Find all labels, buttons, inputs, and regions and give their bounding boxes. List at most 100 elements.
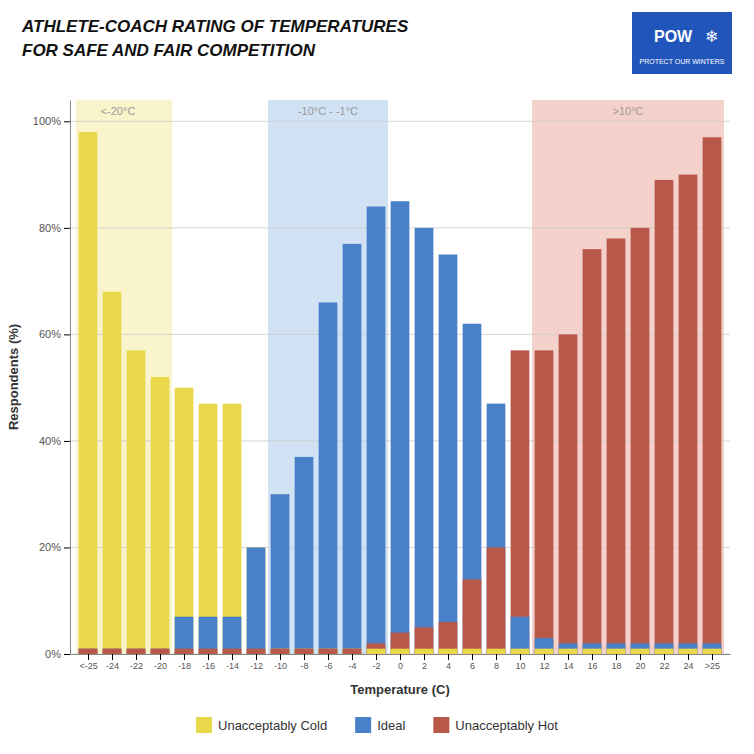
bar: [223, 404, 242, 654]
x-axis: <-25-24-22-20-18-16-14-12-10-8-6-4-20246…: [71, 654, 731, 671]
bar: [103, 649, 122, 654]
zone: [268, 100, 388, 654]
x-tick-label: 12: [539, 661, 549, 671]
bar: [175, 388, 194, 654]
x-tick: -16: [202, 654, 215, 671]
x-tick-label: -2: [372, 661, 380, 671]
bar: [343, 244, 362, 654]
x-tick: -8: [300, 654, 308, 671]
x-tick-label: -6: [324, 661, 332, 671]
legend-swatch: [196, 717, 212, 733]
bar: [79, 132, 98, 654]
x-tick: >25: [705, 654, 720, 671]
x-tick: -18: [178, 654, 191, 671]
x-axis-title: Temperature (C): [350, 682, 449, 697]
y-tick-mark: [64, 121, 70, 122]
chart: ATHLETE-COACH RATING OF TEMPERATURESFOR …: [0, 0, 754, 754]
bar: [343, 649, 362, 654]
bar: [103, 649, 122, 654]
bar: [631, 643, 650, 654]
x-tick-label: 4: [446, 661, 451, 671]
bar: [703, 643, 722, 654]
x-tick-label: >25: [705, 661, 720, 671]
y-tick-label: 40%: [39, 435, 61, 447]
bar: [463, 324, 482, 654]
x-tick-mark: [160, 654, 161, 660]
bar: [367, 649, 386, 654]
x-tick: 12: [539, 654, 549, 671]
x-tick-label: -16: [202, 661, 215, 671]
x-tick: -24: [106, 654, 119, 671]
bar: [583, 643, 602, 654]
x-tick-label: 0: [398, 661, 403, 671]
bar: [583, 649, 602, 654]
bar: [679, 643, 698, 654]
x-tick-mark: [232, 654, 233, 660]
y-tick-mark: [64, 228, 70, 229]
bar: [319, 649, 338, 654]
x-tick-mark: [664, 654, 665, 660]
x-tick: -12: [250, 654, 263, 671]
bar: [391, 201, 410, 654]
x-tick: 4: [446, 654, 451, 671]
bar: [127, 350, 146, 654]
bar: [223, 649, 242, 654]
bar: [583, 249, 602, 654]
x-tick-mark: [304, 654, 305, 660]
bar: [631, 228, 650, 654]
x-tick-label: -14: [226, 661, 239, 671]
x-tick-mark: [472, 654, 473, 660]
bar: [655, 643, 674, 654]
x-tick: 16: [587, 654, 597, 671]
bar: [703, 649, 722, 654]
bar: [295, 649, 314, 654]
bar: [631, 649, 650, 654]
x-tick-mark: [352, 654, 353, 660]
bars: [79, 132, 722, 654]
bar: [511, 649, 530, 654]
bar: [559, 643, 578, 654]
bar: [535, 350, 554, 654]
bar: [607, 239, 626, 655]
x-tick-mark: [544, 654, 545, 660]
title: ATHLETE-COACH RATING OF TEMPERATURES: [21, 17, 409, 36]
x-tick: -4: [348, 654, 356, 671]
bar: [415, 228, 434, 654]
x-tick-label: -24: [106, 661, 119, 671]
x-tick-mark: [112, 654, 113, 660]
y-axis-line: [70, 101, 71, 655]
x-tick-mark: [208, 654, 209, 660]
zone-label: >10°C: [612, 105, 643, 117]
bar: [367, 643, 386, 654]
x-tick-mark: [520, 654, 521, 660]
y-axis: 0%20%40%60%80%100%: [33, 101, 71, 661]
x-tick-label: 20: [635, 661, 645, 671]
logo-symbol: ❄: [705, 27, 718, 46]
x-tick-label: 2: [422, 661, 427, 671]
x-tick: 22: [659, 654, 669, 671]
bar: [79, 649, 98, 654]
x-tick: 14: [563, 654, 573, 671]
bar: [271, 649, 290, 654]
y-tick-mark: [64, 441, 70, 442]
x-tick-label: -8: [300, 661, 308, 671]
x-tick: 8: [494, 654, 499, 671]
bar: [127, 649, 146, 654]
bar: [655, 180, 674, 654]
bar: [559, 334, 578, 654]
x-tick: -14: [226, 654, 239, 671]
x-tick-label: 10: [515, 661, 525, 671]
x-tick: 20: [635, 654, 645, 671]
zone: [76, 100, 172, 654]
x-tick: 6: [470, 654, 475, 671]
bar: [391, 633, 410, 654]
y-tick-mark: [64, 334, 70, 335]
x-tick-label: 18: [611, 661, 621, 671]
x-tick-mark: [184, 654, 185, 660]
x-tick: 24: [683, 654, 693, 671]
y-tick: 0%: [45, 648, 70, 660]
bar: [319, 302, 338, 654]
bar: [127, 649, 146, 654]
zone-label: -10°C - -1°C: [298, 105, 358, 117]
bar: [703, 137, 722, 654]
